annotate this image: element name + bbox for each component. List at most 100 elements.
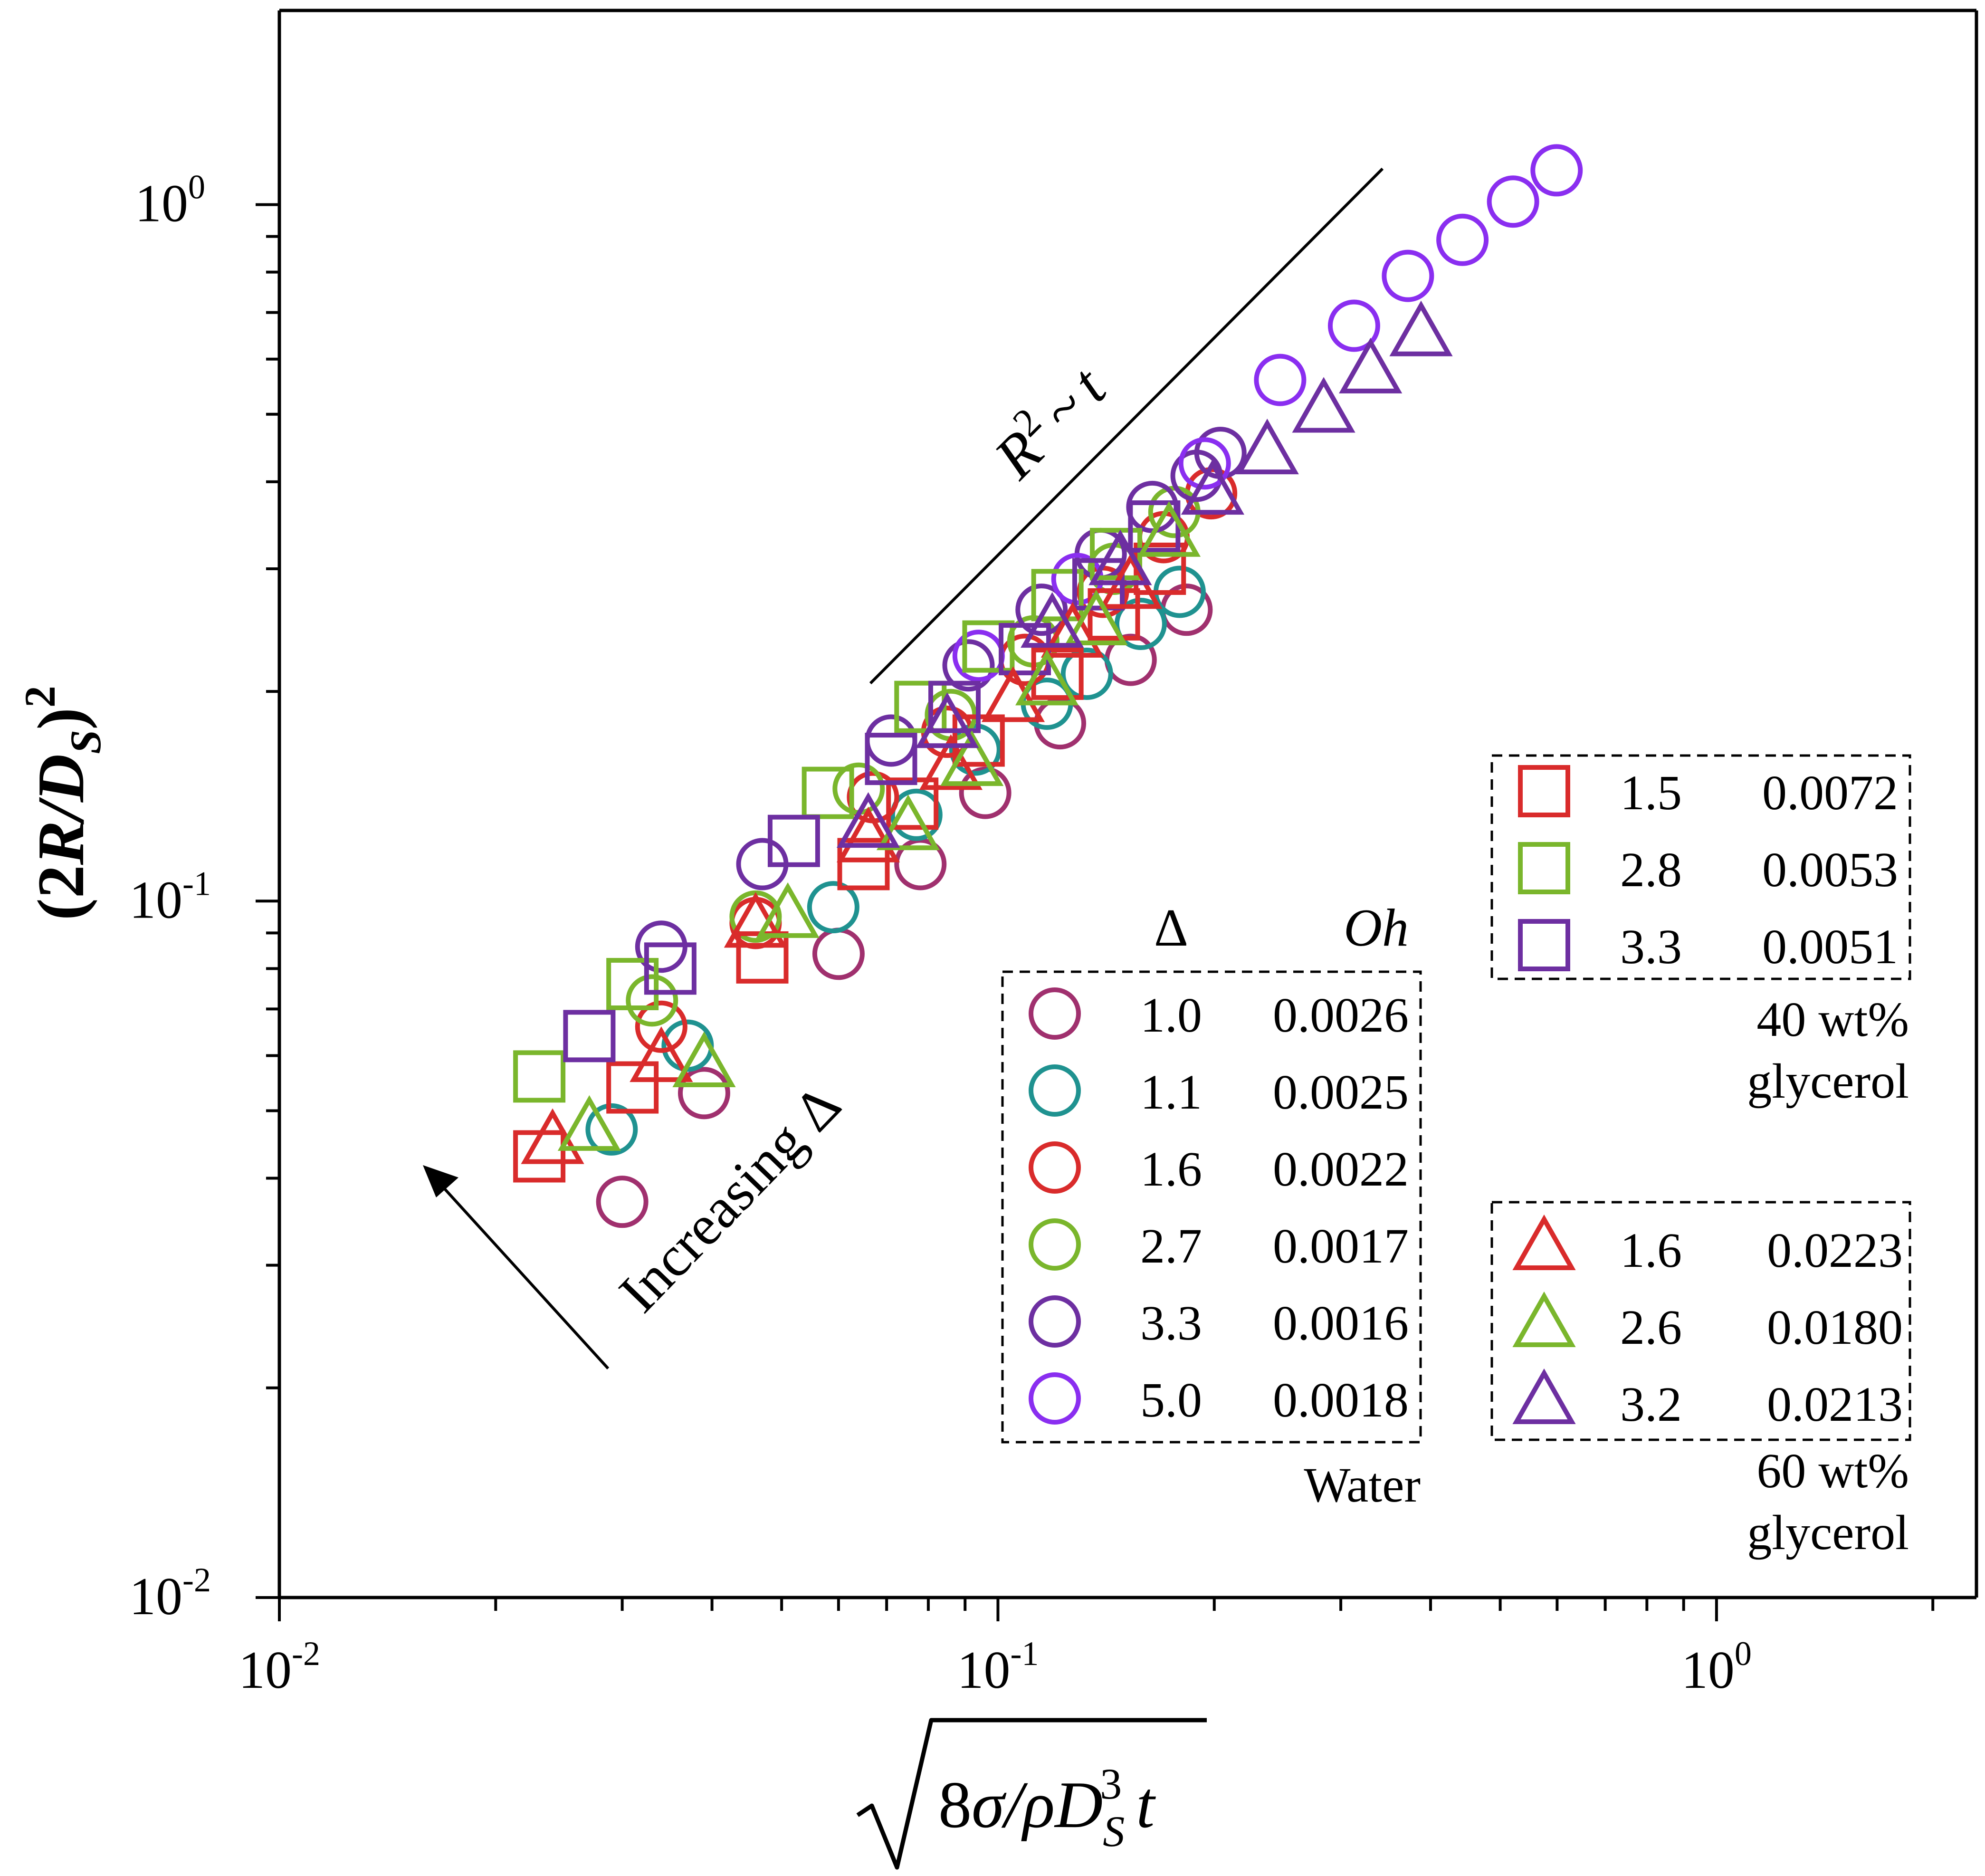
data-point bbox=[886, 777, 939, 830]
legend-oh-value: 0.0223 bbox=[1767, 1223, 1903, 1278]
data-point bbox=[1235, 419, 1299, 475]
legend-marker-circle bbox=[1029, 1372, 1081, 1425]
data-point bbox=[959, 766, 1012, 819]
legend-group-label: 60 wt% bbox=[1756, 1444, 1909, 1498]
legend-row: 1.0 0.0026 bbox=[1029, 987, 1409, 1043]
data-point bbox=[919, 734, 983, 790]
legend-oh-value: 0.0053 bbox=[1762, 842, 1898, 897]
series-square-2-8 bbox=[513, 527, 1143, 1103]
data-point bbox=[807, 881, 859, 934]
legend-row: 1.1 0.0025 bbox=[1029, 1064, 1409, 1120]
data-point bbox=[606, 957, 659, 1010]
data-point bbox=[890, 788, 943, 841]
data-point bbox=[1137, 501, 1201, 557]
legend-delta-value: 1.1 bbox=[1140, 1065, 1202, 1120]
legend-marker-circle bbox=[1029, 1141, 1081, 1194]
data-point bbox=[916, 692, 979, 748]
legend-delta-value: 1.6 bbox=[1140, 1142, 1202, 1196]
legend-group-label: Water bbox=[1304, 1458, 1421, 1512]
trend-arrow-line bbox=[438, 1182, 610, 1370]
legend-oh-value: 0.0026 bbox=[1273, 988, 1409, 1043]
data-point bbox=[837, 838, 890, 890]
legend-row: 2.8 0.0053 bbox=[1518, 842, 1898, 897]
data-point bbox=[585, 1103, 638, 1156]
legend-oh-value: 0.0051 bbox=[1762, 919, 1898, 974]
data-point bbox=[1031, 569, 1084, 622]
legend-oh-value: 0.0180 bbox=[1767, 1300, 1903, 1355]
data-point bbox=[1254, 354, 1307, 406]
data-point bbox=[836, 806, 900, 862]
data-point bbox=[1339, 337, 1403, 393]
legend-row: 2.6 0.0180 bbox=[1512, 1291, 1903, 1355]
slope-guide-line bbox=[869, 167, 1384, 685]
legend-square: 1.5 0.0072 2.8 0.0053 3.3 0.0051 bbox=[1490, 754, 1911, 980]
legend-marker-circle bbox=[1029, 1064, 1081, 1117]
x-axis-label-text: 8σ/ρDS3 t bbox=[938, 1760, 1156, 1856]
data-point bbox=[1530, 144, 1583, 197]
legend-delta-value: 1.5 bbox=[1620, 766, 1682, 820]
data-point bbox=[1327, 299, 1380, 352]
legend-row: 3.3 0.0016 bbox=[1029, 1295, 1409, 1350]
data-point bbox=[626, 974, 678, 1027]
legend-marker-circle bbox=[1029, 1218, 1081, 1271]
legend-delta-value: 3.2 bbox=[1620, 1377, 1682, 1432]
y-tick-label: 10-2 bbox=[129, 1561, 211, 1626]
data-point bbox=[1088, 529, 1152, 585]
legend-row: 2.7 0.0017 bbox=[1029, 1218, 1409, 1273]
legend-delta-value: 1.6 bbox=[1620, 1223, 1682, 1278]
trend-arrow-head bbox=[423, 1165, 458, 1197]
legend-circle: 1.0 0.0026 1.1 0.0025 1.6 0.0022 2.7 0.0017 3.3 0… bbox=[1001, 970, 1422, 1444]
data-point bbox=[1292, 377, 1355, 433]
series-triangle-2-6 bbox=[557, 501, 1201, 1151]
legend-boxes: 1.0 0.0026 1.1 0.0025 1.6 0.0022 2.7 0.0017 3.3 0… bbox=[1001, 754, 1911, 1444]
data-point bbox=[1015, 650, 1079, 706]
data-point bbox=[672, 1031, 736, 1088]
data-point bbox=[678, 1067, 730, 1120]
data-point bbox=[802, 766, 854, 819]
data-point bbox=[563, 1010, 616, 1062]
legend-row: 1.6 0.0022 bbox=[1029, 1141, 1409, 1196]
legend-delta-value: 1.0 bbox=[1140, 988, 1202, 1043]
x-tick-label: 10-1 bbox=[957, 1635, 1039, 1700]
legend-marker-circle bbox=[1029, 1295, 1081, 1348]
data-point bbox=[513, 1050, 566, 1103]
data-point bbox=[767, 814, 820, 867]
legend-oh-value: 0.0025 bbox=[1273, 1065, 1409, 1120]
x-axis-title: 8σ/ρDS3 t bbox=[856, 1718, 1207, 1870]
legend-header-oh: Oh bbox=[1344, 899, 1409, 957]
data-point bbox=[1021, 592, 1084, 648]
legend-oh-value: 0.0213 bbox=[1767, 1377, 1903, 1432]
legend-box bbox=[1001, 970, 1422, 1444]
data-point bbox=[756, 882, 820, 938]
series-circle-3-3 bbox=[635, 427, 1247, 973]
axes-frame: 10-2 10-1 100 10-2 10-1 100 bbox=[129, 9, 1978, 1700]
data-point bbox=[962, 620, 1015, 673]
x-tick-label: 10-2 bbox=[239, 1635, 320, 1700]
data-point bbox=[596, 1176, 649, 1228]
y-axis-label-text: (2R/DS)2 bbox=[16, 686, 110, 920]
legend-oh-value: 0.0022 bbox=[1273, 1142, 1409, 1196]
data-point bbox=[606, 1061, 659, 1114]
data-point bbox=[940, 730, 1004, 786]
data-point bbox=[635, 1000, 687, 1053]
series-square-3-3 bbox=[563, 500, 1181, 1062]
data-point bbox=[928, 680, 981, 733]
series-circle-5-0 bbox=[952, 144, 1583, 682]
y-axis-title: (2R/DS)2 bbox=[16, 686, 110, 920]
legend-marker-square bbox=[1518, 919, 1570, 971]
legend-marker-triangle bbox=[1512, 1214, 1576, 1270]
legend-header-delta: Δ bbox=[1154, 899, 1188, 957]
data-point bbox=[1040, 602, 1105, 658]
legend-row: 3.3 0.0051 bbox=[1518, 919, 1898, 974]
y-tick-label: 10-1 bbox=[129, 864, 211, 929]
data-point bbox=[1436, 213, 1489, 266]
legend-delta-value: 5.0 bbox=[1140, 1373, 1202, 1427]
legend-marker-square bbox=[1518, 842, 1570, 894]
legend-oh-value: 0.0018 bbox=[1273, 1373, 1409, 1427]
data-point bbox=[1178, 437, 1231, 490]
legend-oh-value: 0.0016 bbox=[1273, 1296, 1409, 1350]
legend-row: 5.0 0.0018 bbox=[1029, 1372, 1409, 1427]
data-point bbox=[630, 1026, 693, 1082]
